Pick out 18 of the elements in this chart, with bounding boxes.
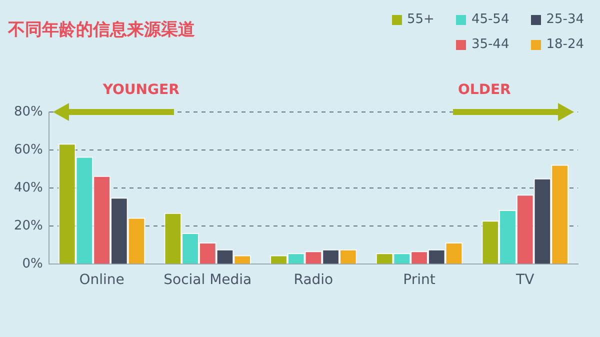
text: OLDER xyxy=(458,82,511,98)
x-tick-label: Online xyxy=(79,272,124,288)
legend-label: 55+ xyxy=(407,12,434,27)
text: YOUNGER xyxy=(102,82,180,98)
x-tick-label: Social Media xyxy=(164,272,252,288)
x-tick-label: TV xyxy=(515,272,535,288)
y-tick-label: 0% xyxy=(22,256,43,272)
y-tick-label: 80% xyxy=(14,104,43,120)
x-tick-label: Print xyxy=(403,272,436,288)
legend-label: 25-34 xyxy=(546,12,584,27)
legend-label: 35-44 xyxy=(471,37,510,52)
x-tick-label: Radio xyxy=(294,272,334,288)
chart-title: 不同年龄的信息来源渠道 xyxy=(8,19,195,41)
legend-label: 18-24 xyxy=(546,37,584,52)
y-tick-label: 40% xyxy=(14,180,43,196)
y-tick-label: 60% xyxy=(14,142,43,158)
y-tick-label: 20% xyxy=(14,218,43,234)
legend-label: 45-54 xyxy=(471,12,510,27)
